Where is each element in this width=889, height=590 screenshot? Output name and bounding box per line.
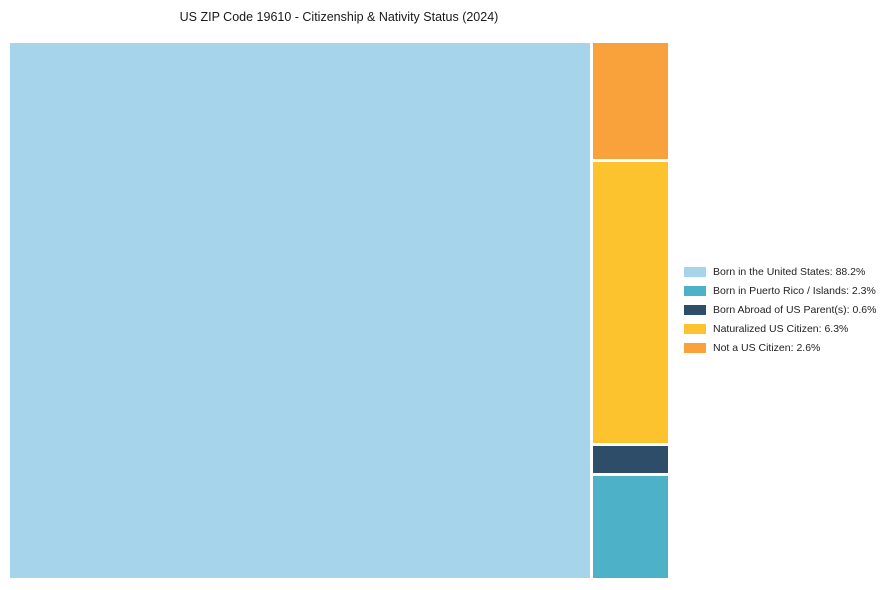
treemap-chart (10, 43, 668, 579)
treemap-segment (593, 43, 668, 159)
legend-swatch (684, 305, 706, 315)
legend-item: Born in the United States: 88.2% (684, 266, 876, 278)
legend-item: Naturalized US Citizen: 6.3% (684, 323, 876, 335)
treemap-segment (593, 445, 668, 473)
legend-item: Born Abroad of US Parent(s): 0.6% (684, 304, 876, 316)
legend-swatch (684, 343, 706, 353)
legend-item: Born in Puerto Rico / Islands: 2.3% (684, 285, 876, 297)
chart-legend: Born in the United States: 88.2% Born in … (684, 266, 876, 354)
legend-swatch (684, 267, 706, 277)
legend-label: Naturalized US Citizen: 6.3% (713, 323, 849, 335)
legend-label: Not a US Citizen: 2.6% (713, 342, 821, 354)
legend-label: Born Abroad of US Parent(s): 0.6% (713, 304, 877, 316)
legend-item: Not a US Citizen: 2.6% (684, 342, 876, 354)
treemap-right-column (593, 43, 668, 579)
treemap-segment (593, 161, 668, 443)
treemap-segment (593, 475, 668, 579)
legend-label: Born in Puerto Rico / Islands: 2.3% (713, 285, 876, 297)
legend-swatch (684, 286, 706, 296)
legend-swatch (684, 324, 706, 334)
chart-title: US ZIP Code 19610 - Citizenship & Nativi… (179, 10, 499, 24)
legend-label: Born in the United States: 88.2% (713, 266, 866, 278)
treemap-main-segment (10, 43, 591, 578)
